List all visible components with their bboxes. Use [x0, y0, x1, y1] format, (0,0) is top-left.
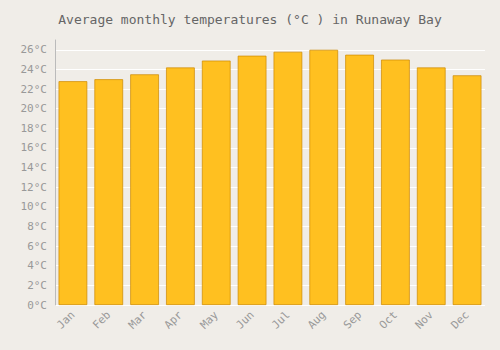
svg-text:26°C: 26°C	[21, 43, 48, 56]
svg-text:Nov: Nov	[413, 308, 436, 331]
svg-text:2°C: 2°C	[27, 279, 47, 292]
svg-text:22°C: 22°C	[21, 83, 48, 96]
svg-text:14°C: 14°C	[21, 161, 48, 174]
svg-text:Sep: Sep	[341, 308, 364, 331]
svg-text:10°C: 10°C	[21, 200, 48, 213]
svg-text:Jun: Jun	[233, 308, 256, 331]
svg-text:6°C: 6°C	[27, 240, 47, 253]
svg-text:4°C: 4°C	[27, 259, 47, 272]
svg-text:0°C: 0°C	[27, 299, 47, 312]
svg-text:Jan: Jan	[54, 308, 77, 331]
svg-text:Apr: Apr	[162, 308, 185, 331]
svg-text:16°C: 16°C	[21, 141, 48, 154]
svg-text:Oct: Oct	[377, 308, 400, 331]
svg-text:12°C: 12°C	[21, 181, 48, 194]
svg-text:Jul: Jul	[269, 308, 292, 331]
svg-text:Average monthly temperatures (: Average monthly temperatures (°C ) in Ru…	[58, 12, 442, 27]
svg-text:Feb: Feb	[90, 308, 113, 331]
svg-text:8°C: 8°C	[27, 220, 47, 233]
svg-text:Aug: Aug	[305, 308, 328, 331]
svg-text:Mar: Mar	[126, 308, 149, 331]
svg-text:Dec: Dec	[448, 308, 471, 331]
svg-text:May: May	[198, 308, 221, 331]
svg-text:18°C: 18°C	[21, 122, 48, 135]
svg-text:20°C: 20°C	[21, 102, 48, 115]
svg-text:24°C: 24°C	[21, 63, 48, 76]
